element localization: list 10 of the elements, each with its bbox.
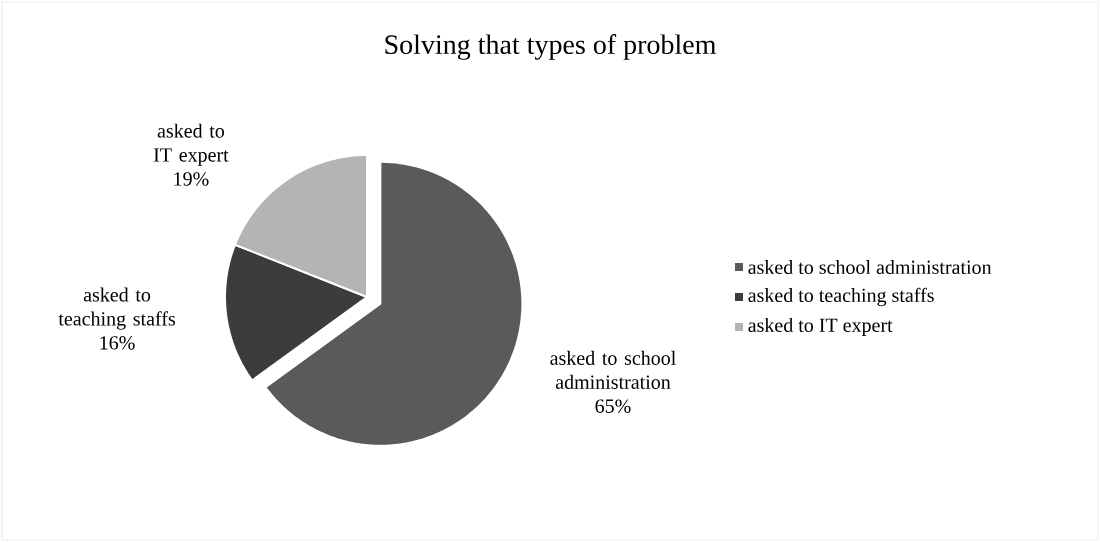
- data-label: 16%: [100, 336, 135, 350]
- slice-label: asked to teaching staffs: [58, 287, 176, 330]
- chart-title: Solving that types of problem: [385, 34, 717, 60]
- data-label: 19%: [174, 172, 209, 186]
- slice-label: asked to school administration: [550, 350, 676, 389]
- legend-label: asked to IT expert: [748, 317, 893, 337]
- legend-label: asked to school administration: [748, 259, 992, 275]
- data-label: 65%: [595, 399, 631, 413]
- slice-label: asked to IT expert: [153, 123, 229, 166]
- legend-label: asked to teaching staffs: [748, 287, 934, 307]
